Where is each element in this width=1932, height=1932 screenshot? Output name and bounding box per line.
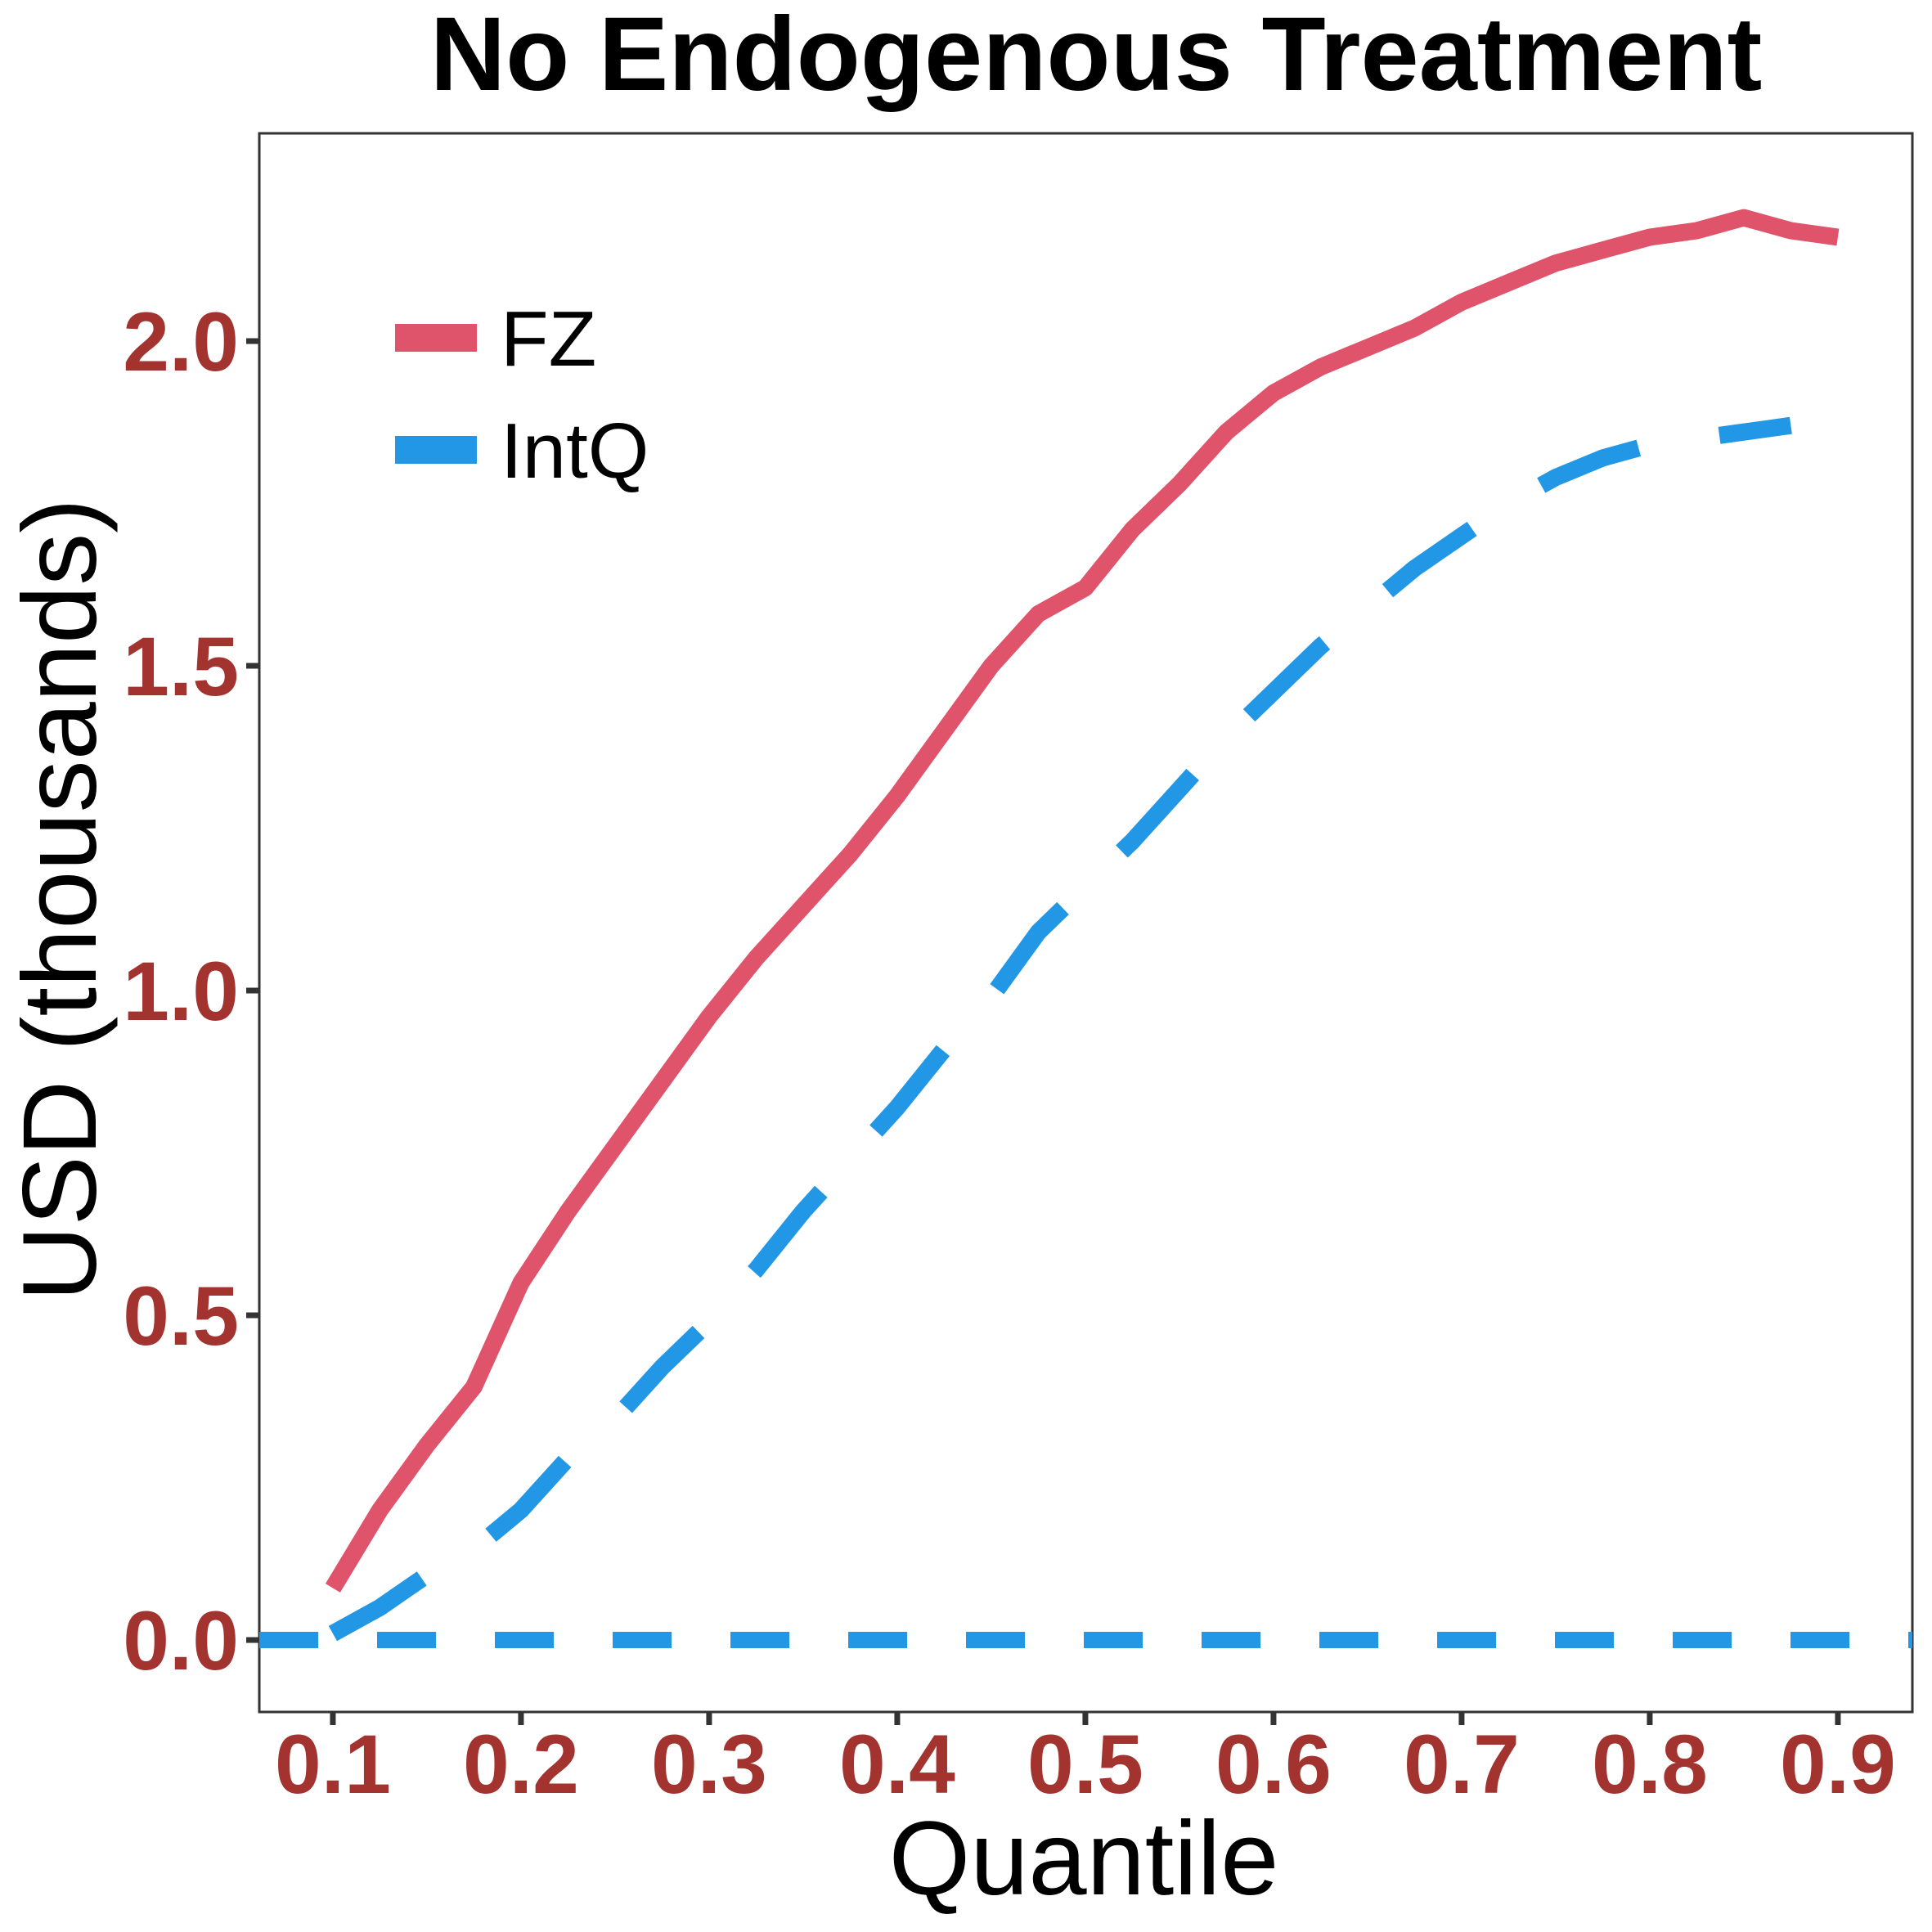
x-tick-label: 0.5	[1027, 1718, 1143, 1811]
y-tick-label: 0.0	[123, 1594, 239, 1687]
x-axis-ticks: 0.1 0.2 0.3 0.4 0.5 0.6 0.7 0.8 0.9	[275, 1712, 1896, 1811]
legend-key-fz-swatch	[395, 324, 477, 352]
x-axis-title: Quantile	[889, 1800, 1279, 1917]
x-tick-label: 0.9	[1780, 1718, 1896, 1811]
series-line-fz	[325, 209, 1840, 1593]
legend-label-fz: FZ	[501, 295, 596, 383]
x-tick-label: 0.7	[1404, 1718, 1520, 1811]
series-lines-group	[325, 209, 1840, 1642]
legend-key-intq-swatch	[395, 436, 477, 464]
y-tick-label: 1.0	[123, 945, 239, 1038]
legend-label-intq: IntQ	[501, 407, 649, 495]
x-tick-label: 0.2	[463, 1718, 579, 1811]
y-axis-title: USD (thousands)	[2, 498, 119, 1301]
y-tick-label: 2.0	[123, 295, 239, 389]
x-tick-label: 0.3	[651, 1718, 767, 1811]
y-tick-label: 1.5	[123, 620, 239, 713]
legend: FZ IntQ	[395, 295, 649, 495]
x-tick-label: 0.4	[839, 1718, 955, 1811]
y-tick-label: 0.5	[123, 1269, 239, 1363]
x-tick-label: 0.6	[1215, 1718, 1332, 1811]
x-tick-label: 0.8	[1592, 1718, 1708, 1811]
series-line-intq	[328, 416, 1792, 1642]
y-axis-ticks: 0.0 0.5 1.0 1.5 2.0	[123, 295, 259, 1687]
x-tick-label: 0.1	[275, 1718, 391, 1811]
chart-title: No Endogenous Treatment	[430, 0, 1763, 113]
